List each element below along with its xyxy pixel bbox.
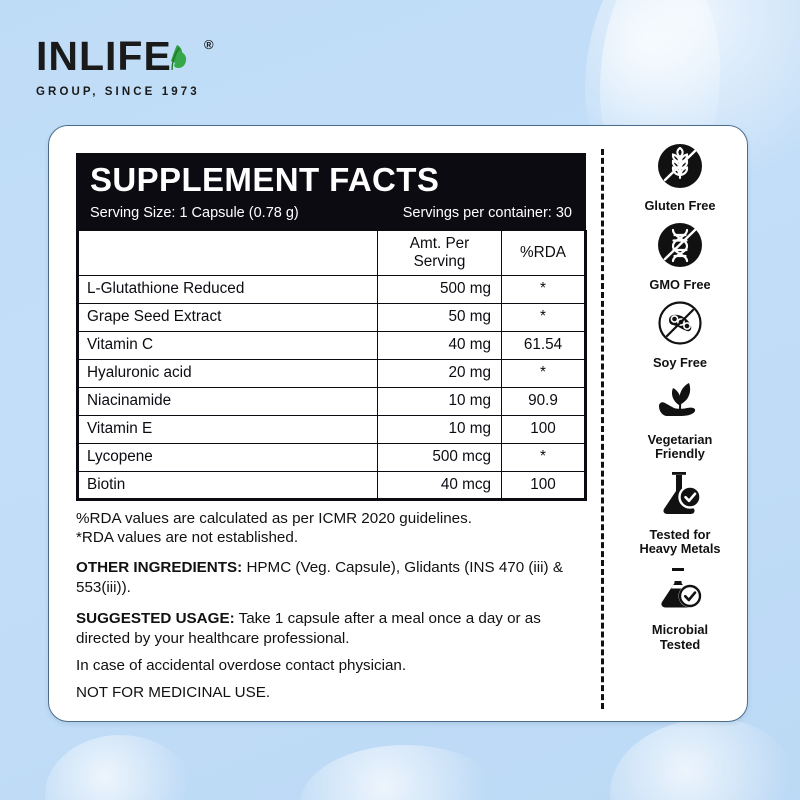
table-row: Lycopene 500 mcg *: [77, 442, 586, 472]
nutrient-name: Biotin: [77, 470, 378, 500]
nutrient-name: Grape Seed Extract: [77, 302, 378, 332]
nutrient-rda: 90.9: [501, 386, 586, 416]
badge-label: Soy Free: [652, 355, 708, 371]
dashed-divider: [601, 149, 604, 709]
nutrient-amount: 50 mg: [377, 302, 502, 332]
brand-tagline: GROUP, SINCE 1973: [36, 86, 200, 98]
nutrient-rda: 100: [501, 414, 586, 444]
star-note: *RDA values are not established.: [76, 529, 299, 547]
nutrient-rda: *: [501, 302, 586, 332]
footnotes: %RDA values are calculated as per ICMR 2…: [76, 509, 586, 704]
registered-mark: ®: [204, 37, 215, 52]
dna-slash-icon: [656, 221, 704, 274]
nutrient-amount: 10 mg: [377, 414, 502, 444]
nutrient-amount: 500 mcg: [377, 442, 502, 472]
suggested-usage: SUGGESTED USAGE: Take 1 capsule after a …: [76, 609, 586, 649]
rda-note: %RDA values are calculated as per ICMR 2…: [76, 509, 472, 527]
badge-soy-free: Soy Free: [621, 299, 739, 371]
panel-title: SUPPLEMENT FACTS: [90, 161, 440, 198]
supplement-facts-panel: SUPPLEMENT FACTS Serving Size: 1 Capsule…: [76, 153, 587, 704]
nutrient-name: Hyaluronic acid: [77, 358, 378, 388]
table-row: Biotin 40 mcg 100: [77, 470, 586, 500]
wheat-slash-icon: [656, 142, 704, 195]
nutrient-amount: 40 mg: [377, 330, 502, 360]
badge-vegetarian-friendly: Vegetarian Friendly: [621, 378, 739, 462]
brand-name: INLIFE ®: [36, 36, 256, 77]
supplement-facts-card: SUPPLEMENT FACTS Serving Size: 1 Capsule…: [48, 125, 748, 722]
table-row: Grape Seed Extract 50 mg *: [77, 302, 586, 332]
other-ingredients-text: HPMC (Veg. Capsule), Glidants (INS 470 (…: [76, 559, 563, 597]
leaf-icon: [158, 42, 192, 83]
brand-logo: INLIFE ® GROUP, SINCE 1973: [36, 36, 256, 99]
nutrient-rda: *: [501, 274, 586, 304]
suggested-usage-label: SUGGESTED USAGE:: [76, 609, 235, 627]
table-header-row: Amt. Per Serving %RDA: [77, 229, 586, 276]
nutrient-name: Niacinamide: [77, 386, 378, 416]
brand-name-text: INLIFE: [36, 33, 172, 79]
nutrient-name: Vitamin E: [77, 414, 378, 444]
background-blob: [45, 735, 195, 800]
serving-size: Serving Size: 1 Capsule (0.78 g): [90, 204, 299, 221]
certification-badges: Gluten Free GMO Free Soy Free Vegetarian Fri…: [621, 142, 739, 652]
flask-check-icon: [654, 564, 706, 619]
medicinal-note: NOT FOR MEDICINAL USE.: [76, 684, 271, 702]
other-ingredients-label: OTHER INGREDIENTS:: [76, 559, 243, 577]
table-row: Vitamin E 10 mg 100: [77, 414, 586, 444]
background-blob: [300, 745, 510, 800]
overdose-note: In case of accidental overdose contact p…: [76, 657, 407, 674]
badge-label: Gluten Free: [644, 198, 716, 213]
nutrient-name: Lycopene: [77, 442, 378, 472]
nutrient-rda: *: [501, 442, 586, 472]
suggested-usage-text: Take 1 capsule after a meal once a day o…: [76, 609, 541, 647]
nutrient-amount: 500 mg: [377, 274, 502, 304]
table-row: Niacinamide 10 mg 90.9: [77, 386, 586, 416]
nutrient-rda: 61.54: [501, 330, 586, 360]
badge-gmo-free: GMO Free: [621, 221, 739, 293]
other-ingredients: OTHER INGREDIENTS: HPMC (Veg. Capsule), …: [76, 558, 586, 598]
servings-per-container: Servings per container: 30: [402, 204, 572, 221]
hand-leaf-icon: [654, 378, 706, 429]
supplement-facts-header: SUPPLEMENT FACTS Serving Size: 1 Capsule…: [76, 153, 586, 230]
nutrient-name: L-Glutathione Reduced: [77, 274, 378, 304]
table-row: Vitamin C 40 mg 61.54: [77, 330, 586, 360]
badge-label: Vegetarian Friendly: [647, 431, 713, 462]
nutrient-name: Vitamin C: [77, 330, 378, 360]
nutrient-amount: 10 mg: [377, 386, 502, 416]
badge-gluten-free: Gluten Free: [621, 142, 739, 214]
beaker-check-icon: [656, 469, 704, 524]
badge-microbial-tested: Microbial Tested: [621, 564, 739, 652]
nutrient-table: Amt. Per Serving %RDA L-Glutathione Redu…: [76, 229, 587, 501]
badge-label: GMO Free: [649, 276, 711, 292]
nutrient-rda: *: [501, 358, 586, 388]
table-row: Hyaluronic acid 20 mg *: [77, 358, 586, 388]
column-header-nutrient: [77, 229, 378, 276]
nutrient-amount: 40 mcg: [377, 470, 502, 500]
background-blob: [610, 718, 800, 800]
soybean-slash-icon: [656, 299, 704, 352]
nutrient-amount: 20 mg: [377, 358, 502, 388]
table-row: L-Glutathione Reduced 500 mg *: [77, 274, 586, 304]
column-header-rda: %RDA: [501, 229, 586, 276]
badge-label: Tested for Heavy Metals: [639, 526, 721, 557]
nutrient-rda: 100: [501, 470, 586, 500]
serving-info: Serving Size: 1 Capsule (0.78 g) Serving…: [90, 205, 574, 221]
badge-tested-for-heavy-metals: Tested for Heavy Metals: [621, 469, 739, 557]
column-header-amount: Amt. Per Serving: [377, 229, 502, 276]
badge-label: Microbial Tested: [651, 622, 709, 652]
